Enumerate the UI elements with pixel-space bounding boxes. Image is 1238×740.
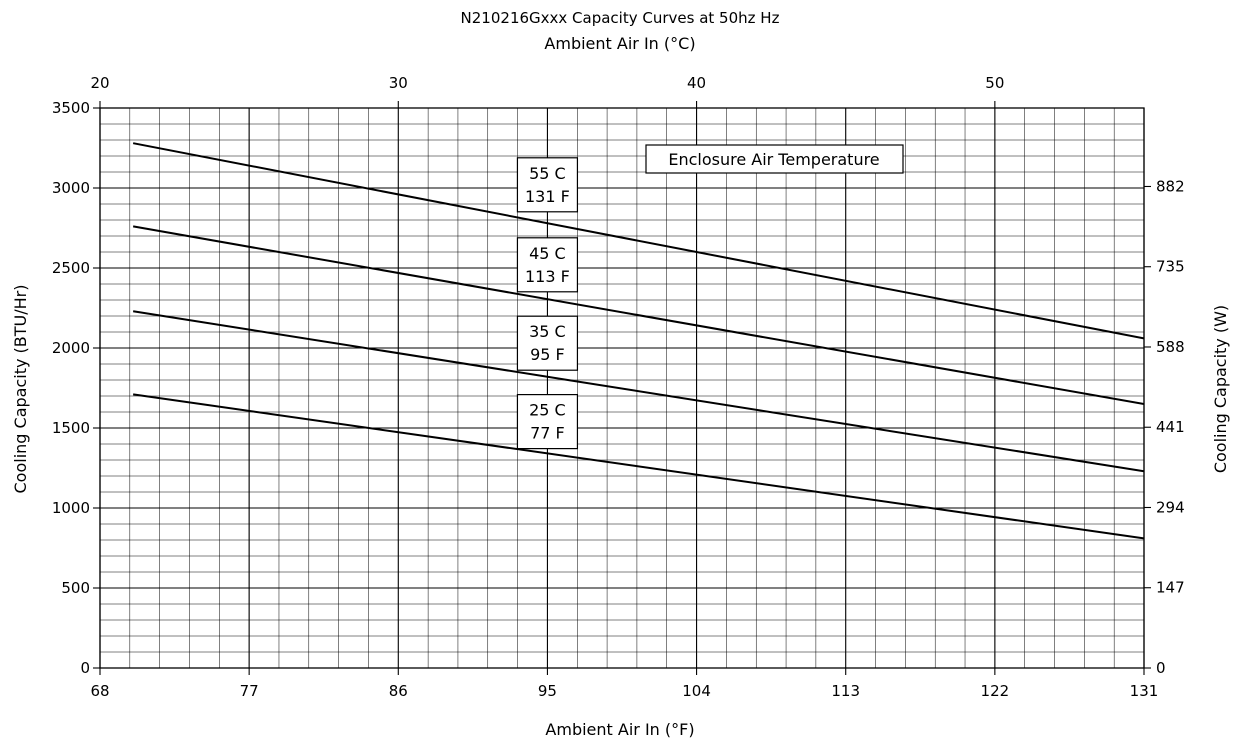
series-label-text: 113 F xyxy=(525,267,570,286)
y-tick-label: 500 xyxy=(61,579,90,597)
series-label-text: 131 F xyxy=(525,187,570,206)
series-label-box xyxy=(516,237,579,293)
series-label-text: 35 C xyxy=(529,322,566,341)
series-labels: 55 C 131 F 45 C 113 F 35 C 95 F 25 C 77 F xyxy=(516,157,579,450)
chart-title: N210216Gxxx Capacity Curves at 50hz Hz xyxy=(461,9,780,27)
right-axis-title: Cooling Capacity (W) xyxy=(1211,305,1230,473)
x-tick-label: 104 xyxy=(682,682,711,700)
series-lines xyxy=(132,142,1145,540)
y2-tick-label: 0 xyxy=(1156,659,1166,677)
x-tick-label: 95 xyxy=(538,682,557,700)
x-tick-label: 68 xyxy=(90,682,109,700)
y2-tick-label: 441 xyxy=(1156,418,1185,436)
series-label-0: 55 C 131 F xyxy=(516,157,579,213)
series-label-text: 77 F xyxy=(530,424,565,443)
series-line-1 xyxy=(132,225,1145,405)
x2-tick-label: 40 xyxy=(687,74,706,92)
y-tick-label: 1500 xyxy=(52,419,90,437)
y-tick-label: 3000 xyxy=(52,179,90,197)
plot-frame xyxy=(99,107,1145,669)
x2-tick-label: 50 xyxy=(985,74,1004,92)
x-tick-label: 122 xyxy=(981,682,1010,700)
series-label-2: 35 C 95 F xyxy=(516,315,579,371)
y2-tick-label: 882 xyxy=(1156,177,1185,195)
y2-tick-label: 588 xyxy=(1156,338,1185,356)
y2-tick-label: 147 xyxy=(1156,579,1185,597)
bottom-axis-title: Ambient Air In (°F) xyxy=(545,720,694,739)
series-label-text: 95 F xyxy=(530,345,565,364)
x2-tick-label: 20 xyxy=(90,74,109,92)
y-tick-label: 0 xyxy=(80,659,90,677)
y-tick-label: 2000 xyxy=(52,339,90,357)
x-tick-label: 113 xyxy=(831,682,860,700)
series-label-1: 45 C 113 F xyxy=(516,237,579,293)
major-gridlines xyxy=(99,107,1145,669)
y-tick-label: 1000 xyxy=(52,499,90,517)
legend-box: Enclosure Air Temperature xyxy=(645,144,904,174)
series-label-3: 25 C 77 F xyxy=(516,394,579,450)
series-label-box xyxy=(516,315,579,371)
series-label-box xyxy=(516,157,579,213)
y2-tick-label: 294 xyxy=(1156,498,1185,516)
series-line-2 xyxy=(132,310,1145,473)
series-line-0 xyxy=(132,142,1145,340)
legend-title: Enclosure Air Temperature xyxy=(668,150,879,169)
x-tick-label: 86 xyxy=(389,682,408,700)
y2-tick-label: 735 xyxy=(1156,258,1185,276)
series-label-box xyxy=(516,394,579,450)
series-label-text: 55 C xyxy=(529,164,566,183)
y-tick-label: 2500 xyxy=(52,259,90,277)
series-line-3 xyxy=(133,393,1145,540)
series-label-text: 25 C xyxy=(529,401,566,420)
series-label-text: 45 C xyxy=(529,244,566,263)
x2-tick-label: 30 xyxy=(389,74,408,92)
left-axis-title: Cooling Capacity (BTU/Hr) xyxy=(11,285,30,494)
x-tick-label: 131 xyxy=(1130,682,1159,700)
y-tick-label: 3500 xyxy=(52,99,90,117)
top-axis-title: Ambient Air In (°C) xyxy=(544,34,695,53)
x-tick-label: 77 xyxy=(240,682,259,700)
